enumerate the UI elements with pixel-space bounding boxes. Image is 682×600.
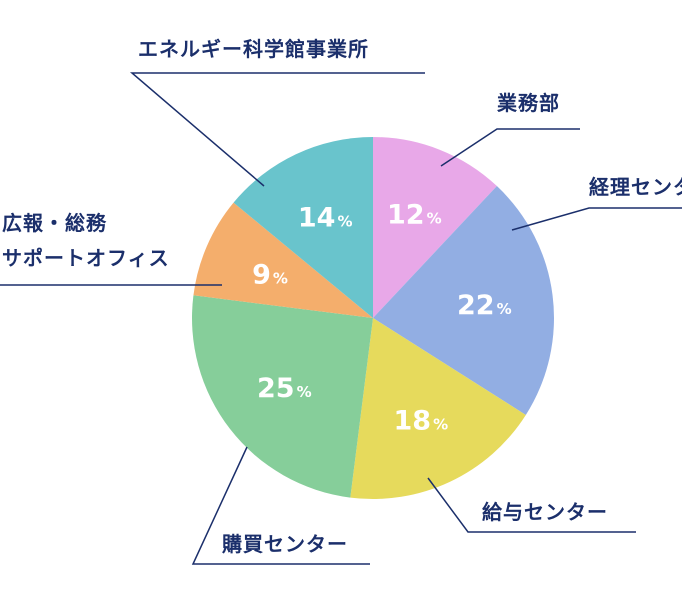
category-labels: 業務部経理センター給与センター購買センター 広報・総務サポートオフィス エネルギー科… bbox=[2, 37, 682, 556]
leader-line-kobai-center bbox=[191, 446, 370, 565]
leader-line-kyuyo-center bbox=[427, 477, 636, 533]
percentage-label-kobai-center: 25% bbox=[257, 373, 312, 404]
percentage-label-energy-kagakukan: 14% bbox=[298, 203, 353, 234]
pie-slice-kyuyo-center bbox=[350, 318, 526, 499]
category-label-energy-kagakukan: エネルギー科学館事業所 bbox=[138, 37, 369, 61]
pie-slice-keiri-center bbox=[373, 186, 554, 415]
pie-slice-kobai-center bbox=[192, 295, 373, 498]
pie-slices bbox=[192, 137, 554, 499]
percentage-labels: 12 % 22 % 18 % 25 % 9 % 14% bbox=[252, 200, 512, 437]
percentage-label-kyuyo-center: 18% bbox=[393, 406, 448, 437]
percentage-label-koho-somu-support-office: 9% bbox=[252, 259, 288, 290]
percentage-label-gyomubu: 12% bbox=[387, 200, 442, 231]
pie-slice-energy-kagakukan bbox=[233, 137, 373, 318]
leader-lines bbox=[0, 72, 682, 565]
category-label-gyomubu: 業務部 bbox=[497, 91, 560, 115]
pie-slice-gyomubu bbox=[373, 137, 497, 318]
category-label-kobai-center: 購買センター bbox=[222, 532, 348, 556]
leader-line-energy-kagakukan bbox=[129, 72, 425, 187]
leader-line-keiri-center bbox=[511, 207, 682, 231]
percentage-label-keiri-center: 22% bbox=[457, 290, 512, 321]
category-label-kyuyo-center: 給与センター bbox=[482, 500, 608, 524]
pie-slice-koho-somu-support-office bbox=[193, 202, 373, 318]
category-label-koho-somu-support-office: 広報・総務サポートオフィス bbox=[2, 211, 170, 270]
leader-line-gyomubu bbox=[440, 128, 580, 167]
category-label-keiri-center: 経理センター bbox=[589, 175, 682, 199]
